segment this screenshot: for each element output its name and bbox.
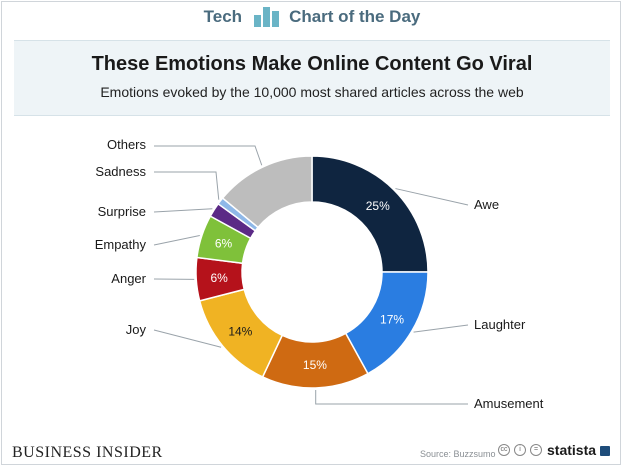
leader-line-joy	[153, 329, 222, 348]
category-label-amusement: Amusement	[474, 396, 544, 411]
category-label-anger: Anger	[111, 271, 146, 286]
section-label: Tech	[203, 7, 243, 26]
category-label-surprise: Surprise	[98, 204, 146, 219]
publisher-logo: BUSINESS INSIDER	[12, 444, 163, 461]
category-label-empathy: Empathy	[95, 237, 147, 252]
equal-icon: =	[530, 444, 542, 456]
category-label-laughter: Laughter	[474, 317, 526, 332]
category-label-sadness: Sadness	[95, 164, 146, 179]
creative-commons-icon: cc	[498, 444, 510, 456]
title-band: These Emotions Make Online Content Go Vi…	[14, 40, 610, 116]
leader-line-sadness	[154, 171, 220, 200]
value-label-joy: 14%	[228, 324, 252, 338]
category-label-joy: Joy	[126, 322, 147, 337]
value-label-anger: 6%	[211, 271, 229, 285]
license-icons: cc i =	[498, 444, 542, 456]
chart-logo-icon	[254, 7, 280, 27]
statista-logo-icon	[600, 446, 610, 456]
chart-subtitle: Emotions evoked by the 10,000 most share…	[100, 84, 524, 100]
leader-line-awe	[395, 188, 469, 206]
category-label-others: Others	[107, 137, 147, 152]
category-label-awe: Awe	[474, 197, 499, 212]
value-label-amusement: 15%	[303, 358, 327, 372]
slice-awe	[311, 155, 429, 273]
attribution-icon: i	[514, 444, 526, 456]
leader-line-empathy	[153, 235, 200, 246]
value-label-empathy: 6%	[215, 236, 233, 250]
brand-bar: Tech Chart of the Day	[0, 0, 624, 34]
leader-line-laughter	[413, 324, 469, 333]
leader-line-others	[154, 145, 263, 166]
statista-brand: statista	[547, 442, 597, 458]
slice-others	[221, 155, 313, 229]
value-label-laughter: 17%	[380, 312, 404, 326]
series-name: Chart of the Day	[289, 7, 421, 26]
leader-line-amusement	[315, 389, 468, 405]
leader-line-surprise	[153, 208, 213, 213]
chart-title: These Emotions Make Online Content Go Vi…	[91, 53, 533, 75]
source-note: Source: Buzzsumo	[420, 449, 496, 459]
value-label-awe: 25%	[366, 199, 390, 213]
